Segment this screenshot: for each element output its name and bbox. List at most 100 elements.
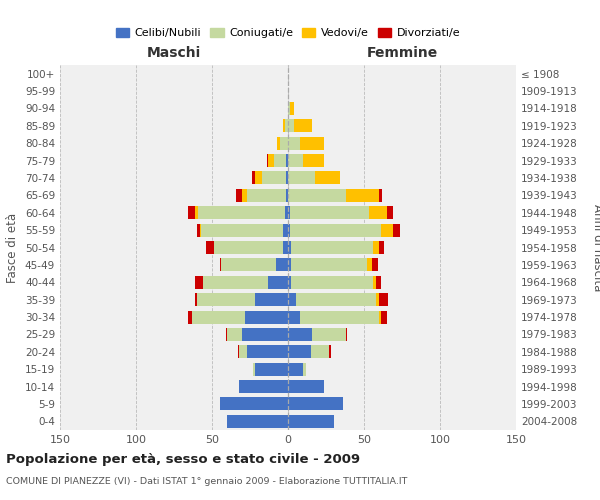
Bar xyxy=(254,293,288,306)
Bar xyxy=(329,346,331,358)
Bar xyxy=(294,120,313,132)
Bar xyxy=(288,136,300,149)
Bar xyxy=(285,120,288,132)
Bar xyxy=(288,362,303,376)
Bar xyxy=(379,310,381,324)
Bar xyxy=(290,102,294,115)
Bar xyxy=(291,276,373,289)
Bar xyxy=(373,241,379,254)
Bar xyxy=(288,328,313,341)
Bar xyxy=(192,310,245,324)
Bar xyxy=(288,276,291,289)
Bar xyxy=(313,328,346,341)
Bar xyxy=(285,206,288,220)
Bar xyxy=(288,258,291,272)
Text: Popolazione per età, sesso e stato civile - 2009: Popolazione per età, sesso e stato civil… xyxy=(6,452,360,466)
Bar xyxy=(288,346,311,358)
Bar xyxy=(220,258,221,272)
Bar xyxy=(371,258,377,272)
Bar xyxy=(379,241,384,254)
Bar xyxy=(206,241,214,254)
Bar xyxy=(277,136,280,149)
Bar xyxy=(286,154,288,167)
Bar xyxy=(379,293,388,306)
Bar xyxy=(286,189,288,202)
Bar xyxy=(376,276,381,289)
Bar xyxy=(200,224,202,236)
Bar xyxy=(268,276,288,289)
Bar xyxy=(239,380,288,393)
Bar xyxy=(283,241,288,254)
Bar xyxy=(247,346,288,358)
Bar xyxy=(238,346,239,358)
Bar xyxy=(290,224,381,236)
Bar xyxy=(195,206,199,220)
Bar xyxy=(379,189,382,202)
Bar xyxy=(262,172,286,184)
Bar xyxy=(300,310,379,324)
Bar xyxy=(381,224,393,236)
Bar xyxy=(247,189,286,202)
Bar xyxy=(197,224,200,236)
Bar xyxy=(346,328,347,341)
Text: Femmine: Femmine xyxy=(367,46,437,60)
Bar xyxy=(393,224,400,236)
Bar xyxy=(288,206,290,220)
Bar xyxy=(288,189,346,202)
Y-axis label: Fasce di età: Fasce di età xyxy=(7,212,19,282)
Bar xyxy=(387,206,393,220)
Bar xyxy=(288,102,290,115)
Bar xyxy=(245,310,288,324)
Legend: Celibi/Nubili, Coniugati/e, Vedovi/e, Divorziati/e: Celibi/Nubili, Coniugati/e, Vedovi/e, Di… xyxy=(112,23,464,42)
Bar xyxy=(251,172,254,184)
Bar xyxy=(188,310,192,324)
Bar xyxy=(311,346,329,358)
Bar xyxy=(288,224,290,236)
Bar xyxy=(288,398,343,410)
Bar xyxy=(195,276,203,289)
Bar xyxy=(376,293,379,306)
Bar xyxy=(288,415,334,428)
Bar xyxy=(242,328,288,341)
Bar xyxy=(227,415,288,428)
Bar xyxy=(267,154,268,167)
Bar xyxy=(290,206,368,220)
Bar xyxy=(226,328,227,341)
Bar xyxy=(253,362,254,376)
Bar xyxy=(236,189,242,202)
Bar xyxy=(291,258,367,272)
Bar xyxy=(288,120,294,132)
Bar xyxy=(203,276,268,289)
Bar xyxy=(368,206,387,220)
Bar xyxy=(214,241,283,254)
Bar xyxy=(202,224,283,236)
Bar xyxy=(276,258,288,272)
Bar xyxy=(188,206,195,220)
Y-axis label: Anni di nascita: Anni di nascita xyxy=(592,204,600,291)
Bar xyxy=(291,241,373,254)
Bar xyxy=(239,346,247,358)
Bar xyxy=(195,293,197,306)
Bar xyxy=(303,362,306,376)
Bar xyxy=(288,293,296,306)
Bar xyxy=(288,380,325,393)
Bar xyxy=(288,154,303,167)
Bar xyxy=(288,172,316,184)
Bar xyxy=(283,224,288,236)
Bar xyxy=(199,206,285,220)
Bar xyxy=(254,362,288,376)
Bar xyxy=(286,172,288,184)
Bar xyxy=(227,328,242,341)
Bar xyxy=(242,189,247,202)
Bar xyxy=(220,398,288,410)
Bar xyxy=(316,172,340,184)
Bar xyxy=(373,276,376,289)
Text: Maschi: Maschi xyxy=(147,46,201,60)
Bar xyxy=(296,293,376,306)
Text: COMUNE DI PIANEZZE (VI) - Dati ISTAT 1° gennaio 2009 - Elaborazione TUTTITALIA.I: COMUNE DI PIANEZZE (VI) - Dati ISTAT 1° … xyxy=(6,478,407,486)
Bar xyxy=(303,154,325,167)
Bar xyxy=(280,136,288,149)
Bar xyxy=(274,154,286,167)
Bar xyxy=(367,258,371,272)
Bar xyxy=(381,310,387,324)
